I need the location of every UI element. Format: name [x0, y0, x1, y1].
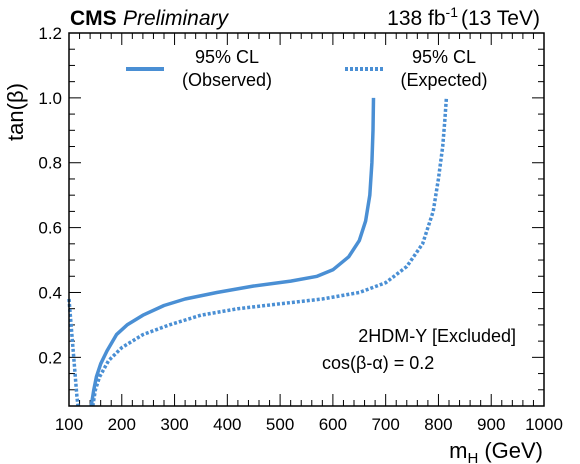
- y-tick-label: 1.0: [38, 89, 62, 108]
- y-tick-label: 0.8: [38, 154, 62, 173]
- lumi-value: 138 fb: [387, 7, 445, 30]
- x-axis-title-sub: H: [467, 450, 478, 464]
- plot-frame: [68, 32, 545, 407]
- x-tick-label: 400: [213, 415, 241, 434]
- legend-expected-label-1: 95% CL: [412, 47, 476, 67]
- status-label: Preliminary: [123, 7, 230, 30]
- y-axis-title: tan(β): [3, 83, 28, 141]
- x-tick-label: 900: [477, 415, 505, 434]
- y-tick-label: 0.6: [38, 219, 62, 238]
- x-axis-title-var: m: [449, 438, 467, 463]
- y-tick-label: 0.2: [38, 348, 62, 367]
- legend-observed-label-2: (Observed): [182, 70, 272, 90]
- legend: 95% CL (Observed) 95% CL (Expected): [126, 47, 488, 90]
- experiment-label: CMS: [70, 7, 117, 30]
- model-label: 2HDM-Y [Excluded]: [358, 326, 516, 346]
- energy-value: (13 TeV): [461, 7, 540, 30]
- legend-observed-label-1: 95% CL: [195, 47, 259, 67]
- x-tick-label: 700: [371, 415, 399, 434]
- limit-curves: [67, 97, 449, 407]
- y-tick-label: 1.2: [38, 24, 62, 43]
- x-axis-title: mH (GeV): [449, 438, 543, 464]
- expected-limit-curve: [91, 97, 449, 407]
- luminosity-label: 138 fb-1 (13 TeV): [387, 4, 540, 30]
- x-tick-label: 300: [160, 415, 188, 434]
- x-tick-label: 600: [319, 415, 347, 434]
- observed-limit-curve: [89, 97, 376, 407]
- legend-expected-label-2: (Expected): [400, 70, 487, 90]
- parameter-label: cos(β-α) = 0.2: [322, 353, 434, 373]
- x-tick-label: 1000: [525, 415, 563, 434]
- axis-tick-labels: 100 200 300 400 500 600 700 800 900 1000 0.2 0.4 0.6…: [38, 24, 563, 434]
- y-tick-label: 0.4: [38, 283, 62, 302]
- x-tick-label: 200: [108, 415, 136, 434]
- x-tick-label: 100: [55, 415, 83, 434]
- x-tick-label: 800: [424, 415, 452, 434]
- expected-limit-curve-low: [67, 298, 80, 407]
- x-tick-label: 500: [266, 415, 294, 434]
- x-axis-title-unit: (GeV): [484, 438, 543, 463]
- lumi-exponent: -1: [446, 4, 459, 20]
- axis-ticks: [68, 32, 545, 407]
